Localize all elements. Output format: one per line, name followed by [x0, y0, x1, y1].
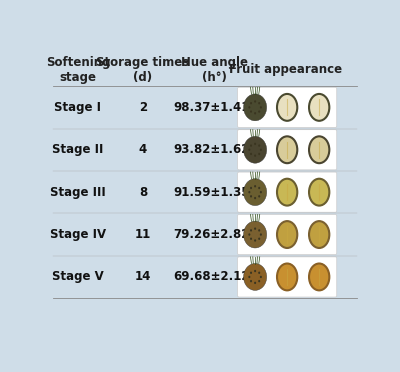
- Ellipse shape: [248, 276, 250, 278]
- Ellipse shape: [254, 227, 256, 230]
- Ellipse shape: [248, 233, 250, 236]
- Ellipse shape: [260, 106, 262, 109]
- Ellipse shape: [250, 229, 252, 232]
- Ellipse shape: [258, 102, 260, 105]
- Ellipse shape: [254, 100, 256, 103]
- Text: 69.68±2.12ᵈ: 69.68±2.12ᵈ: [173, 270, 255, 283]
- Ellipse shape: [254, 142, 256, 145]
- Ellipse shape: [244, 221, 267, 248]
- Ellipse shape: [248, 106, 250, 109]
- Ellipse shape: [258, 144, 260, 147]
- Ellipse shape: [254, 185, 256, 187]
- Ellipse shape: [277, 94, 297, 121]
- Ellipse shape: [309, 94, 329, 121]
- Text: Storage times
(d): Storage times (d): [96, 56, 190, 84]
- Text: Fruit appearance: Fruit appearance: [229, 63, 342, 76]
- Ellipse shape: [277, 136, 297, 163]
- FancyBboxPatch shape: [238, 130, 337, 170]
- Text: 11: 11: [135, 228, 151, 241]
- Text: 98.37±1.41ᵃ: 98.37±1.41ᵃ: [174, 101, 255, 114]
- Ellipse shape: [250, 272, 252, 274]
- Ellipse shape: [248, 148, 250, 151]
- Ellipse shape: [258, 229, 260, 232]
- Text: Stage III: Stage III: [50, 186, 106, 199]
- FancyBboxPatch shape: [238, 87, 337, 128]
- Ellipse shape: [260, 276, 262, 278]
- Ellipse shape: [254, 270, 256, 272]
- Ellipse shape: [277, 179, 297, 206]
- FancyBboxPatch shape: [238, 172, 337, 212]
- Ellipse shape: [250, 237, 252, 240]
- Ellipse shape: [258, 110, 260, 113]
- Ellipse shape: [309, 263, 329, 291]
- Ellipse shape: [309, 179, 329, 206]
- Ellipse shape: [258, 195, 260, 198]
- Ellipse shape: [250, 280, 252, 282]
- Ellipse shape: [258, 187, 260, 189]
- Text: 91.59±1.35ᵇ: 91.59±1.35ᵇ: [173, 186, 255, 199]
- Text: 79.26±2.82ᶜ: 79.26±2.82ᶜ: [174, 228, 255, 241]
- Text: 8: 8: [139, 186, 147, 199]
- Text: 14: 14: [135, 270, 151, 283]
- Ellipse shape: [250, 102, 252, 105]
- FancyBboxPatch shape: [238, 215, 337, 255]
- Ellipse shape: [248, 191, 250, 193]
- Ellipse shape: [277, 221, 297, 248]
- Text: 2: 2: [139, 101, 147, 114]
- Text: Stage V: Stage V: [52, 270, 104, 283]
- Ellipse shape: [250, 144, 252, 147]
- Ellipse shape: [258, 237, 260, 240]
- Text: Stage IV: Stage IV: [50, 228, 106, 241]
- Text: Stage II: Stage II: [52, 143, 104, 156]
- Ellipse shape: [244, 94, 267, 121]
- Ellipse shape: [260, 233, 262, 236]
- Text: 4: 4: [139, 143, 147, 156]
- Ellipse shape: [258, 153, 260, 155]
- Ellipse shape: [258, 272, 260, 274]
- Text: Hue angle
(h°): Hue angle (h°): [181, 56, 248, 84]
- Ellipse shape: [277, 263, 297, 291]
- Ellipse shape: [250, 195, 252, 198]
- Ellipse shape: [244, 179, 267, 206]
- Text: Stage I: Stage I: [54, 101, 102, 114]
- Ellipse shape: [250, 153, 252, 155]
- Text: Softening
stage: Softening stage: [46, 56, 110, 84]
- Ellipse shape: [309, 221, 329, 248]
- Ellipse shape: [260, 148, 262, 151]
- Ellipse shape: [244, 263, 267, 291]
- Ellipse shape: [244, 136, 267, 163]
- Ellipse shape: [309, 136, 329, 163]
- Ellipse shape: [258, 280, 260, 282]
- Ellipse shape: [254, 239, 256, 242]
- Text: 93.82±1.62ᵇ: 93.82±1.62ᵇ: [173, 143, 255, 156]
- Ellipse shape: [254, 154, 256, 157]
- Ellipse shape: [254, 197, 256, 199]
- Ellipse shape: [250, 110, 252, 113]
- FancyBboxPatch shape: [238, 257, 337, 297]
- Ellipse shape: [254, 112, 256, 115]
- Ellipse shape: [250, 187, 252, 189]
- Ellipse shape: [260, 191, 262, 193]
- Ellipse shape: [254, 282, 256, 284]
